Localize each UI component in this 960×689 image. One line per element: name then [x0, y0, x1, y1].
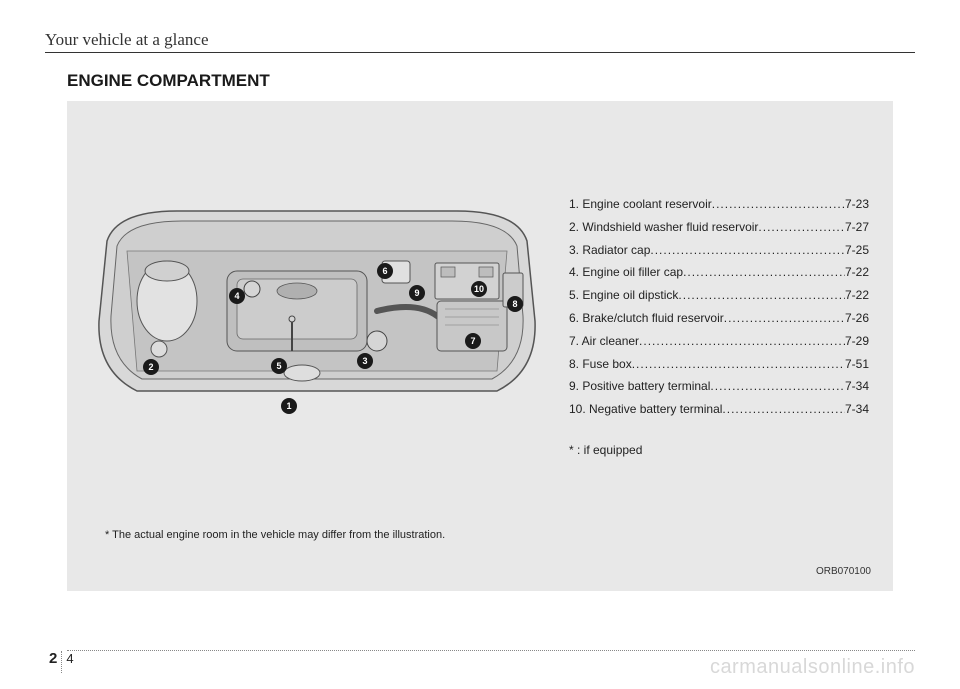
- part-page: 7-26: [845, 307, 869, 330]
- part-label: 7. Air cleaner: [569, 330, 639, 353]
- dot-leader: ........................................…: [683, 261, 845, 284]
- part-row: 9. Positive battery terminal ...........…: [569, 375, 869, 398]
- dot-leader: ........................................…: [710, 375, 845, 398]
- part-row: 7. Air cleaner .........................…: [569, 330, 869, 353]
- part-label: 4. Engine oil filler cap: [569, 261, 683, 284]
- callout-marker: 4: [229, 288, 245, 304]
- part-label: 2. Windshield washer fluid reservoir: [569, 216, 758, 239]
- part-page: 7-22: [845, 284, 869, 307]
- dot-leader: ........................................…: [722, 398, 845, 421]
- part-page: 7-34: [845, 398, 869, 421]
- part-page: 7-27: [845, 216, 869, 239]
- section-title: ENGINE COMPARTMENT: [67, 71, 915, 91]
- callout-marker: 7: [465, 333, 481, 349]
- part-page: 7-29: [845, 330, 869, 353]
- equipped-note: * : if equipped: [569, 439, 869, 462]
- callout-marker: 2: [143, 359, 159, 375]
- content-box: 1. Engine coolant reservoir ............…: [67, 101, 893, 591]
- dot-leader: ........................................…: [758, 216, 845, 239]
- part-label: 10. Negative battery terminal: [569, 398, 722, 421]
- diagram-note: * The actual engine room in the vehicle …: [105, 529, 445, 541]
- dot-leader: ........................................…: [639, 330, 845, 353]
- page-num-chapter: 2: [45, 651, 62, 673]
- callout-marker: 5: [271, 358, 287, 374]
- image-code: ORB070100: [816, 566, 871, 577]
- callout-marker: 8: [507, 296, 523, 312]
- part-page: 7-34: [845, 375, 869, 398]
- part-label: 3. Radiator cap: [569, 239, 650, 262]
- parts-list: 1. Engine coolant reservoir ............…: [569, 193, 869, 462]
- part-page: 7-22: [845, 261, 869, 284]
- dot-leader: ........................................…: [678, 284, 845, 307]
- page-number: 2 4: [45, 651, 74, 673]
- page-num-page: 4: [62, 651, 73, 666]
- part-page: 7-51: [845, 353, 869, 376]
- part-label: 6. Brake/clutch fluid reservoir: [569, 307, 724, 330]
- part-row: 2. Windshield washer fluid reservoir ...…: [569, 216, 869, 239]
- part-row: 8. Fuse box ............................…: [569, 353, 869, 376]
- dot-leader: ........................................…: [712, 193, 845, 216]
- part-page: 7-23: [845, 193, 869, 216]
- part-row: 5. Engine oil dipstick .................…: [569, 284, 869, 307]
- part-page: 7-25: [845, 239, 869, 262]
- part-label: 5. Engine oil dipstick: [569, 284, 678, 307]
- dot-leader: ........................................…: [724, 307, 845, 330]
- part-row: 1. Engine coolant reservoir ............…: [569, 193, 869, 216]
- footer-rule: [67, 650, 915, 651]
- part-label: 9. Positive battery terminal: [569, 375, 710, 398]
- page-header-title: Your vehicle at a glance: [45, 30, 217, 50]
- engine-illustration: [97, 201, 537, 441]
- part-row: 6. Brake/clutch fluid reservoir ........…: [569, 307, 869, 330]
- callout-marker: 9: [409, 285, 425, 301]
- header-rule: [45, 52, 915, 53]
- part-row: 10. Negative battery terminal ..........…: [569, 398, 869, 421]
- watermark: carmanualsonline.info: [710, 656, 915, 679]
- dot-leader: ........................................…: [650, 239, 845, 262]
- part-label: 1. Engine coolant reservoir: [569, 193, 712, 216]
- part-label: 8. Fuse box: [569, 353, 632, 376]
- dot-leader: ........................................…: [632, 353, 845, 376]
- part-row: 3. Radiator cap ........................…: [569, 239, 869, 262]
- callout-marker: 10: [471, 281, 487, 297]
- callout-marker: 1: [281, 398, 297, 414]
- callout-marker: 6: [377, 263, 393, 279]
- part-row: 4. Engine oil filler cap ...............…: [569, 261, 869, 284]
- callout-marker: 3: [357, 353, 373, 369]
- engine-diagram: [97, 201, 537, 441]
